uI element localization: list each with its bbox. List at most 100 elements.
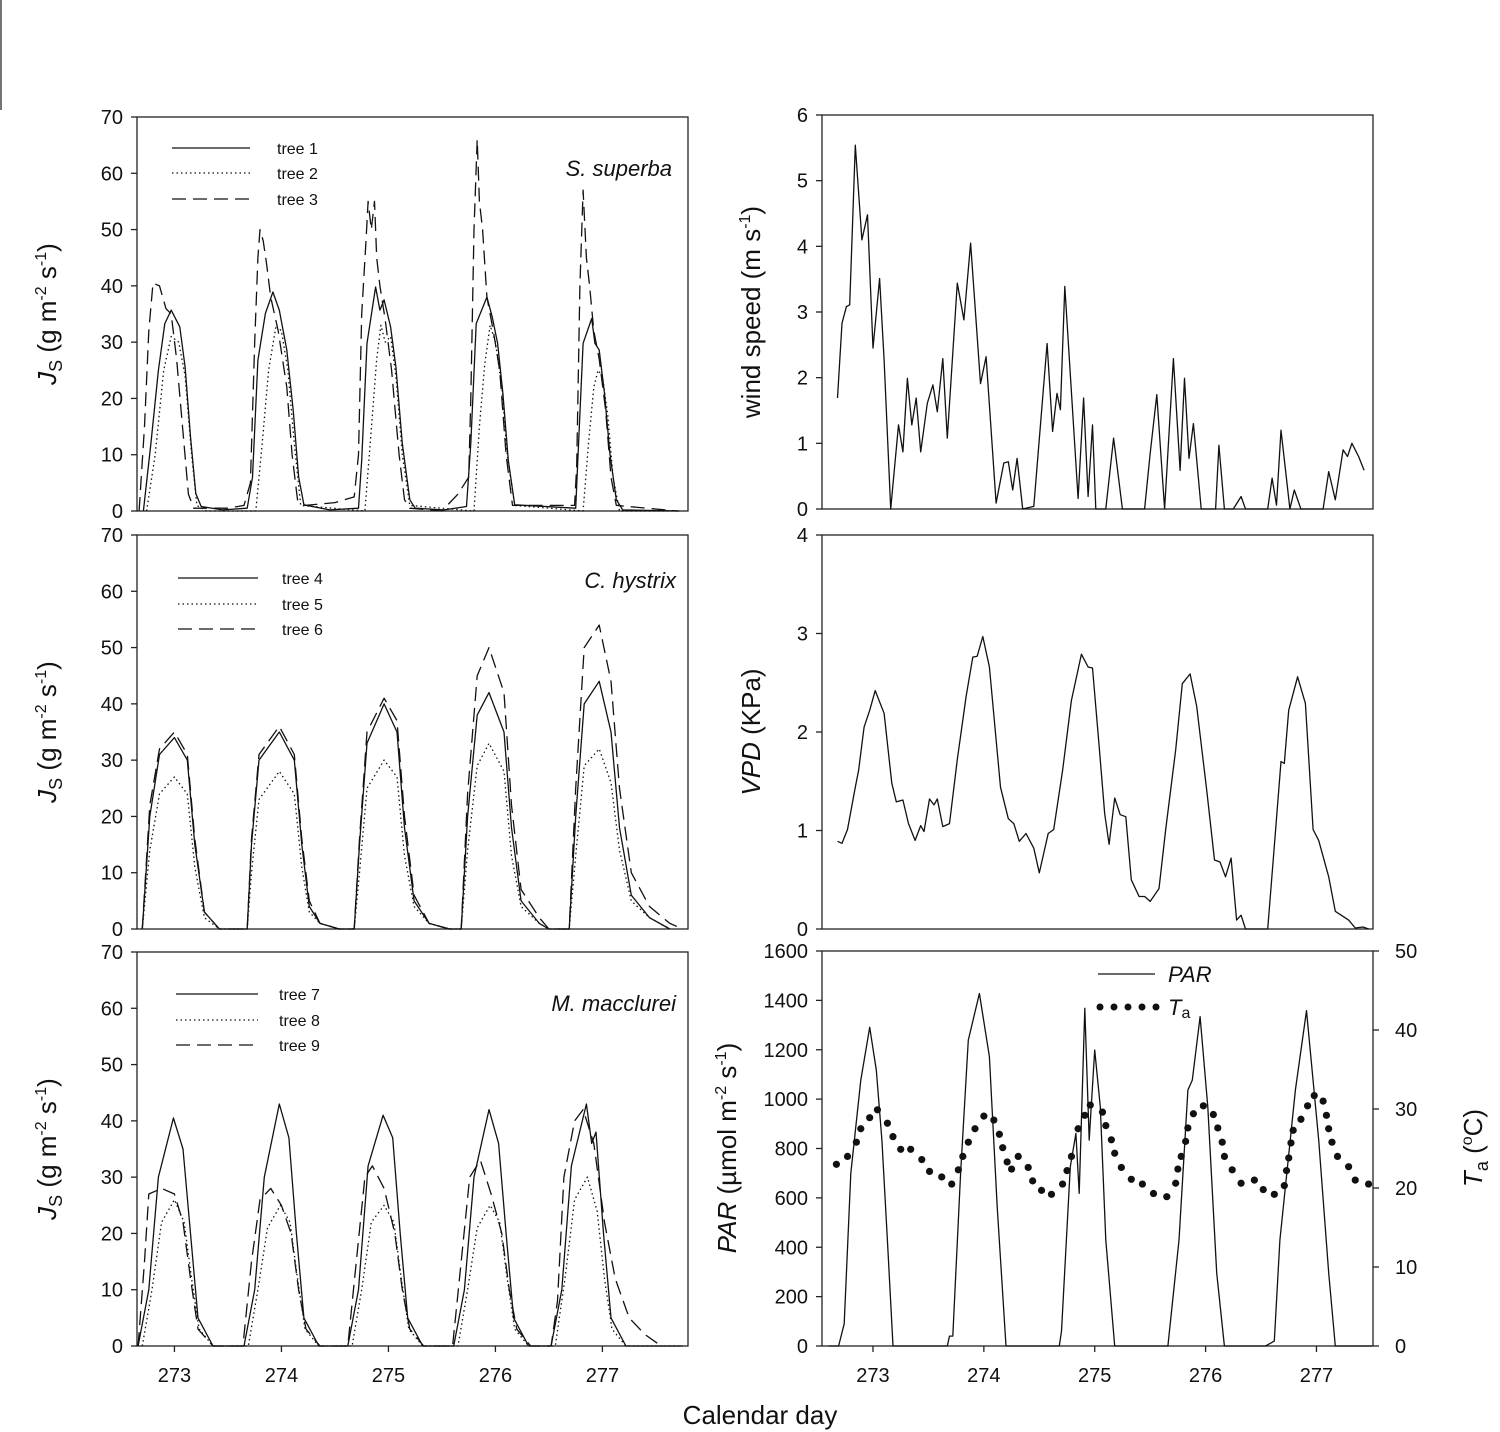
y-tick-label: 20 xyxy=(101,1223,123,1245)
y-tick-label: 10 xyxy=(101,445,123,467)
y-tick-label: 6 xyxy=(797,105,808,127)
series-ta xyxy=(832,1091,1373,1201)
data-point xyxy=(1047,1190,1056,1198)
data-point xyxy=(852,1138,860,1146)
y2-axis-title-ta: Ta (oC) xyxy=(1458,1109,1492,1187)
y-tick-label: 0 xyxy=(112,1336,123,1358)
data-point xyxy=(925,1167,934,1176)
series-line-tree-7 xyxy=(137,1103,683,1347)
data-point xyxy=(1199,1102,1207,1110)
series-line-tree-3 xyxy=(138,138,678,512)
panel-js-macclurei: 0 10 20 30 40 50 60 70 273 274 275 276 277 xyxy=(101,942,689,1387)
legend-label: tree 6 xyxy=(282,622,323,639)
y-tick-label: 10 xyxy=(101,863,123,885)
data-point xyxy=(1107,1136,1115,1144)
y-axis-title-js-1: JS (g m-2 s-1) xyxy=(32,243,66,386)
y-tick-label: 1600 xyxy=(764,941,809,963)
y-tick-label: 30 xyxy=(101,1167,123,1189)
y-tick-label: 4 xyxy=(797,236,808,258)
data-point xyxy=(980,1112,988,1120)
species-label: C. hystrix xyxy=(584,568,677,593)
y-tick-label: 50 xyxy=(101,638,123,660)
x-tick-label: 274 xyxy=(265,1365,298,1387)
data-point xyxy=(1364,1180,1373,1188)
data-point xyxy=(1163,1193,1171,1201)
y-tick-label: 60 xyxy=(101,163,123,185)
data-point xyxy=(1098,1108,1107,1116)
data-point xyxy=(843,1152,852,1160)
data-point xyxy=(964,1138,972,1146)
species-label: S. superba xyxy=(566,156,672,181)
data-point xyxy=(1322,1111,1331,1119)
y-tick-label: 1400 xyxy=(764,990,809,1012)
y-tick-label: 30 xyxy=(101,750,123,772)
data-point xyxy=(999,1144,1007,1152)
data-point xyxy=(1259,1185,1267,1194)
panel-wind-speed: 0 1 2 3 4 5 6 xyxy=(797,105,1374,521)
legend-superba: tree 1 tree 2 tree 3 xyxy=(172,141,318,209)
data-point xyxy=(889,1133,897,1141)
legend-label: tree 4 xyxy=(282,571,323,588)
data-point xyxy=(1214,1124,1222,1132)
data-point xyxy=(1303,1102,1312,1110)
data-point xyxy=(1081,1111,1089,1119)
y-tick-label: 5 xyxy=(797,171,808,193)
x-tick-label: 274 xyxy=(967,1365,1000,1387)
y-tick-label: 60 xyxy=(101,998,123,1020)
data-point xyxy=(832,1160,841,1168)
plot-frame xyxy=(136,951,689,1347)
data-point xyxy=(1111,1149,1119,1157)
data-point xyxy=(948,1180,956,1188)
x-tick-label: 273 xyxy=(856,1365,889,1387)
y-axis-title-wind: wind speed (m s-1) xyxy=(736,206,766,419)
data-point xyxy=(1007,1165,1016,1173)
y-tick-label: 600 xyxy=(775,1188,808,1210)
plot-frame xyxy=(136,534,689,930)
data-point xyxy=(1003,1158,1011,1166)
data-point xyxy=(1325,1125,1333,1133)
y-tick-label: 20 xyxy=(101,388,123,410)
legend-swatch-dots xyxy=(1096,1003,1160,1011)
data-point xyxy=(866,1114,874,1122)
y-tick-label: 60 xyxy=(101,581,123,603)
data-point xyxy=(1351,1176,1359,1184)
data-point xyxy=(1328,1138,1336,1146)
legend-label: tree 1 xyxy=(277,141,318,158)
series-line-tree-8 xyxy=(141,1176,683,1347)
data-point xyxy=(1289,1126,1297,1134)
data-point xyxy=(1149,1189,1158,1198)
data-point xyxy=(1287,1139,1295,1147)
plot-area: 0102030405060700102030405060700102030405… xyxy=(101,105,1418,1387)
legend-label: tree 2 xyxy=(277,166,318,183)
data-point xyxy=(1319,1097,1327,1105)
data-point xyxy=(971,1125,979,1133)
y2-tick-label: 10 xyxy=(1395,1257,1417,1279)
y2-tick-label: 40 xyxy=(1395,1020,1417,1042)
y-axis-title-js-3: JS (g m-2 s-1) xyxy=(32,1078,66,1221)
y-tick-label: 30 xyxy=(101,332,123,354)
y-tick-label: 1000 xyxy=(764,1089,809,1111)
data-point xyxy=(1024,1163,1032,1172)
data-point xyxy=(1172,1179,1180,1187)
data-point xyxy=(873,1106,882,1114)
panel-vpd: 0 1 2 3 4 xyxy=(797,525,1374,941)
data-point xyxy=(1037,1186,1046,1194)
x-tick-label: 277 xyxy=(586,1365,619,1387)
y2-tick-label: 0 xyxy=(1395,1336,1406,1358)
panel-par-ta: 0 200 400 600 800 1000 1200 1400 1600 0 10 20 30 40 50… xyxy=(764,941,1418,1387)
data-point xyxy=(1220,1152,1229,1160)
series-line-tree-9 xyxy=(137,1108,662,1347)
x-tick-label: 275 xyxy=(1078,1365,1111,1387)
x-axis-title: Calendar day xyxy=(683,1400,838,1430)
y-tick-label: 0 xyxy=(112,919,123,941)
x-tick-label: 276 xyxy=(1189,1365,1222,1387)
data-point xyxy=(1237,1179,1245,1187)
series-line-vpd xyxy=(837,635,1369,930)
data-point xyxy=(1177,1152,1185,1160)
legend-label: tree 3 xyxy=(277,192,318,209)
data-point xyxy=(1074,1125,1082,1133)
data-point xyxy=(1063,1167,1071,1175)
y-axis-title-par: PAR (µmol m-2 s-1) xyxy=(712,1043,742,1254)
panel-js-superba: 0 10 20 30 40 50 60 70 xyxy=(101,107,689,523)
